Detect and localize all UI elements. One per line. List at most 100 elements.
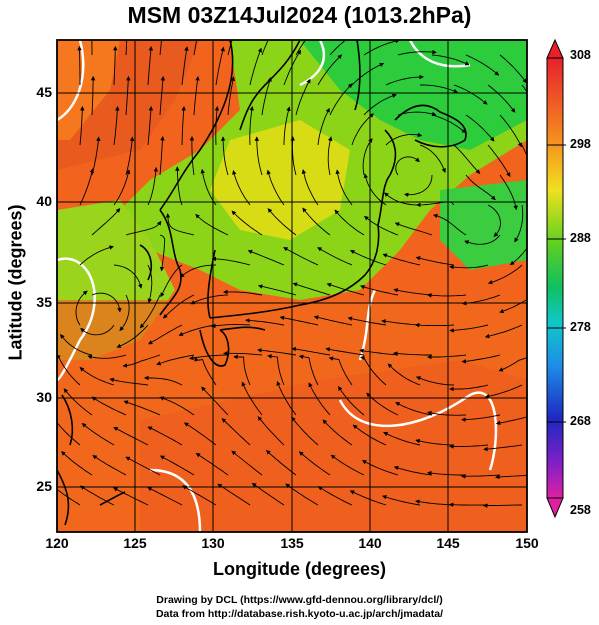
- streamline: [233, 354, 251, 386]
- streamline: [464, 234, 501, 245]
- streamline: [381, 495, 421, 506]
- streamline: [327, 136, 333, 176]
- streamline: [143, 375, 183, 386]
- streamline: [147, 264, 153, 304]
- streamline: [317, 54, 343, 86]
- streamline: [392, 351, 432, 356]
- streamline: [254, 136, 263, 176]
- streamline: [190, 294, 229, 305]
- streamline: [57, 354, 81, 386]
- streamline: [313, 315, 353, 326]
- streamline: [295, 40, 307, 56]
- streamline: [182, 485, 217, 506]
- streamline: [159, 396, 195, 416]
- colorbar-label: 288: [570, 231, 591, 245]
- streamline: [295, 78, 311, 116]
- streamline: [249, 47, 263, 86]
- streamline: [200, 168, 217, 206]
- streamline: [326, 282, 365, 296]
- streamline: [193, 40, 198, 56]
- streamline: [75, 290, 88, 326]
- streamline: [80, 324, 115, 336]
- streamline: [125, 40, 128, 56]
- streamline: [81, 423, 115, 446]
- streamline: [499, 299, 527, 314]
- streamline: [362, 137, 373, 176]
- streamline: [189, 135, 195, 176]
- streamline: [534, 115, 548, 151]
- streamline: [521, 84, 527, 93]
- streamline: [419, 144, 446, 173]
- streamline: [514, 204, 524, 243]
- colorbar-label: 278: [570, 320, 591, 334]
- streamline: [487, 204, 501, 237]
- streamline: [302, 207, 331, 236]
- x-tick-label: 150: [515, 535, 539, 551]
- streamline: [178, 324, 217, 337]
- streamline: [465, 54, 500, 76]
- streamline: [387, 363, 421, 386]
- streamline: [119, 294, 130, 332]
- streamline: [221, 418, 251, 446]
- streamline: [241, 381, 263, 416]
- streamline: [449, 324, 489, 333]
- streamline: [91, 40, 93, 55]
- streamline: [397, 49, 437, 56]
- credit-drawing: Drawing by DCL (https://www.gfd-dennou.o…: [156, 594, 443, 606]
- streamline: [147, 426, 183, 446]
- streamline: [499, 54, 527, 84]
- streamline: [247, 249, 285, 266]
- streamline: [113, 169, 131, 206]
- map-title: MSM 03Z14Jul2024 (1013.2hPa): [127, 2, 472, 28]
- streamline: [521, 144, 527, 157]
- streamline: [257, 348, 297, 356]
- streamline: [351, 62, 385, 86]
- streamline: [87, 354, 127, 360]
- streamline: [329, 40, 347, 56]
- streamline: [91, 208, 121, 236]
- streamline: [460, 474, 501, 479]
- streamline: [77, 45, 82, 85]
- streamline: [231, 210, 263, 236]
- streamline: [330, 454, 365, 476]
- streamline: [431, 114, 467, 134]
- streamline: [393, 288, 433, 296]
- x-tick-label: 125: [123, 535, 147, 551]
- streamline: [113, 45, 118, 86]
- streamline: [195, 213, 229, 236]
- streamline: [279, 315, 319, 326]
- streamline: [426, 354, 467, 360]
- streamline: [283, 49, 301, 86]
- streamline: [125, 220, 162, 236]
- streamline: [509, 247, 527, 266]
- streamline: [123, 400, 161, 416]
- streamline: [61, 451, 93, 476]
- streamline: [349, 490, 387, 506]
- streamline: [383, 431, 421, 446]
- streamline: [267, 354, 285, 386]
- streamline: [363, 93, 397, 116]
- streamline: [201, 386, 229, 416]
- x-tick-label: 145: [436, 535, 460, 551]
- streamline: [381, 319, 421, 326]
- streamline: [352, 424, 387, 446]
- streamline: [285, 483, 319, 506]
- streamline: [361, 460, 399, 476]
- streamline: [79, 245, 114, 266]
- streamline: [160, 264, 183, 298]
- streamline: [283, 247, 319, 266]
- streamline: [495, 416, 527, 426]
- streamline: [351, 113, 374, 146]
- streamline: [227, 40, 233, 56]
- streamline: [159, 455, 195, 476]
- streamline: [249, 105, 254, 146]
- streamline: [499, 174, 518, 211]
- streamline: [91, 292, 122, 313]
- streamline: [292, 282, 331, 296]
- streamline: [165, 213, 195, 236]
- streamline: [317, 107, 330, 146]
- streamline: [322, 419, 353, 446]
- streamline: [449, 384, 489, 392]
- streamline: [91, 396, 127, 416]
- streamline: [79, 105, 85, 146]
